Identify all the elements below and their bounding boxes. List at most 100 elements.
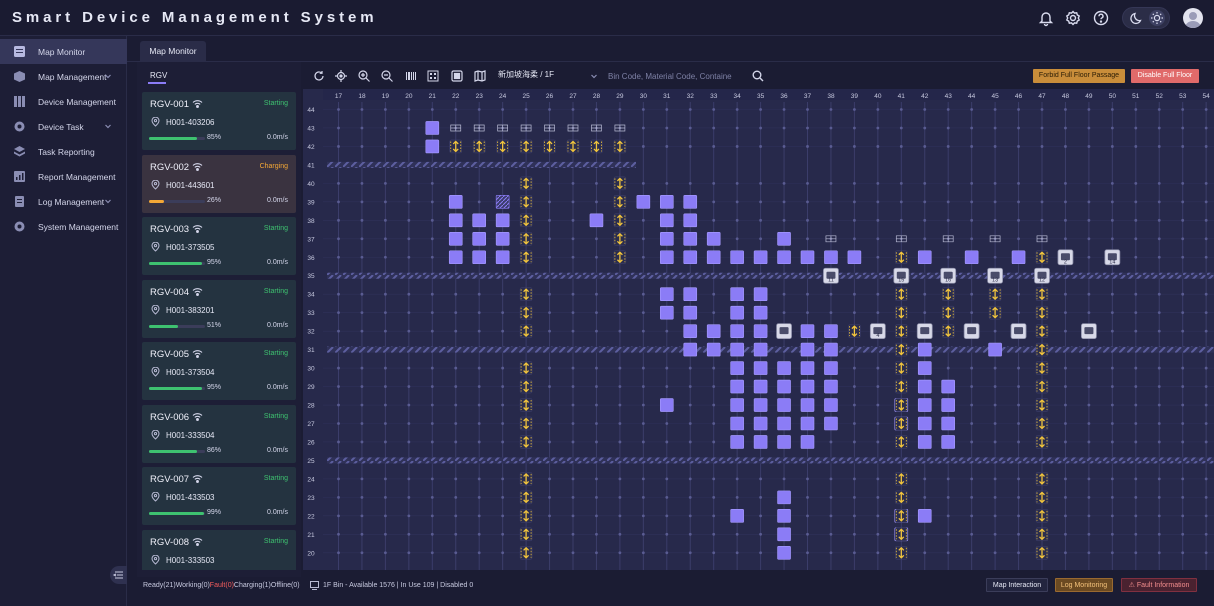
log-monitoring-button[interactable]: Log Monitoring: [1055, 578, 1113, 592]
storage-bin[interactable]: [917, 398, 932, 412]
storage-bin[interactable]: [941, 398, 956, 412]
storage-bin[interactable]: [753, 435, 768, 449]
sidebar-item-device-management[interactable]: Device Management: [0, 89, 127, 114]
storage-bin[interactable]: [448, 250, 463, 265]
storage-bin[interactable]: [1011, 250, 1026, 265]
storage-bin[interactable]: [730, 324, 744, 338]
storage-bin[interactable]: [824, 398, 838, 412]
storage-bin[interactable]: [988, 342, 1002, 357]
storage-bin[interactable]: [777, 545, 791, 560]
storage-bin[interactable]: [659, 231, 674, 246]
user-avatar[interactable]: [1183, 8, 1203, 28]
storage-bin[interactable]: [683, 231, 698, 246]
zoom-in-icon[interactable]: [358, 70, 370, 82]
storage-bin[interactable]: [683, 195, 698, 209]
storage-bin[interactable]: [706, 231, 721, 246]
storage-bin[interactable]: [753, 361, 768, 375]
disable-full-floor-button[interactable]: Disable Full Floor: [1131, 69, 1199, 83]
rgv-card[interactable]: RGV-004 Starting H001-383201 51% 0.0m/s: [142, 279, 296, 338]
qr-grid-icon[interactable]: [427, 70, 439, 82]
storage-bin[interactable]: [824, 361, 838, 375]
storage-bin[interactable]: [659, 305, 674, 320]
storage-bin[interactable]: [495, 250, 510, 265]
warehouse-map[interactable]: 17 18 19 20 21 22 23 24 25 26 27 28 29 30 31 32 33 34 35 36…: [303, 89, 1214, 570]
storage-bin[interactable]: [917, 342, 932, 357]
storage-bin[interactable]: [800, 416, 815, 431]
storage-bin[interactable]: [753, 305, 768, 320]
forbid-full-floor-passage-button[interactable]: Forbid Full Floor Passage: [1033, 69, 1125, 83]
storage-bin[interactable]: [753, 287, 768, 301]
storage-bin[interactable]: [800, 342, 815, 357]
storage-bin[interactable]: [659, 398, 674, 412]
floor-select[interactable]: 新加坡海柔 / 1F: [498, 70, 555, 79]
storage-bin[interactable]: [941, 435, 956, 449]
storage-bin[interactable]: [730, 250, 744, 265]
storage-bin[interactable]: [824, 379, 838, 394]
storage-bin[interactable]: [800, 324, 815, 338]
storage-bin[interactable]: [917, 435, 932, 449]
storage-bin[interactable]: [777, 398, 791, 412]
storage-bin[interactable]: [730, 361, 744, 375]
square-view-icon[interactable]: [451, 70, 463, 82]
storage-bin[interactable]: [659, 250, 674, 265]
storage-bin[interactable]: [777, 527, 791, 542]
storage-bin[interactable]: [753, 250, 768, 265]
storage-bin[interactable]: [472, 213, 486, 228]
rgv-card[interactable]: RGV-007 Starting H001-433503 99% 0.0m/s: [142, 467, 296, 525]
rgv-tab[interactable]: RGV: [150, 71, 168, 80]
storage-bin[interactable]: [659, 287, 674, 301]
storage-bin[interactable]: [941, 416, 956, 431]
sidebar-item-report-management[interactable]: Report Management: [0, 164, 127, 189]
barcode-icon[interactable]: [405, 70, 417, 82]
sidebar-collapse-button[interactable]: [110, 566, 127, 584]
storage-bin[interactable]: [800, 250, 815, 265]
storage-bin[interactable]: [636, 195, 651, 209]
storage-bin[interactable]: [472, 231, 486, 246]
rgv-card[interactable]: RGV-005 Starting H001-373504 95% 0.0m/s: [142, 342, 296, 400]
storage-bin[interactable]: [448, 213, 463, 228]
map-canvas[interactable]: 17 18 19 20 21 22 23 24 25 26 27 28 29 30 31 32 33 34 35 36…: [303, 89, 1214, 570]
storage-bin[interactable]: [730, 287, 744, 301]
storage-bin[interactable]: [824, 324, 838, 338]
storage-bin[interactable]: [777, 435, 791, 449]
tab-map-monitor[interactable]: Map Monitor: [140, 41, 206, 63]
storage-bin[interactable]: [448, 231, 463, 246]
storage-bin[interactable]: [917, 379, 932, 394]
storage-bin[interactable]: [800, 379, 815, 394]
storage-bin[interactable]: [425, 121, 440, 135]
rgv-card[interactable]: RGV-001 Starting H001-403206 85% 0.0m/s: [142, 92, 296, 150]
rgv-card[interactable]: RGV-002 Charging H001-443601 26% 0.0m/s: [142, 154, 296, 213]
storage-bin[interactable]: [917, 416, 932, 431]
storage-bin[interactable]: [730, 305, 744, 320]
storage-bin[interactable]: [730, 342, 744, 357]
storage-bin[interactable]: [800, 361, 815, 375]
sidebar-item-log-management[interactable]: Log Management: [0, 189, 127, 214]
sidebar-item-system-management[interactable]: System Management: [0, 214, 127, 239]
storage-bin[interactable]: [824, 250, 838, 265]
rgv-card[interactable]: RGV-006 Starting H001-333504 86% 0.0m/s: [142, 404, 296, 463]
storage-bin[interactable]: [753, 342, 768, 357]
storage-bin[interactable]: [917, 361, 932, 375]
storage-bin[interactable]: [941, 379, 956, 394]
storage-bin[interactable]: [847, 250, 862, 265]
storage-bin[interactable]: [730, 509, 744, 523]
map-interaction-button[interactable]: Map Interaction: [986, 578, 1048, 592]
storage-bin[interactable]: [777, 416, 791, 431]
storage-bin[interactable]: [964, 250, 979, 265]
locate-icon[interactable]: [335, 70, 347, 82]
storage-bin[interactable]: [495, 195, 510, 209]
storage-bin[interactable]: [730, 398, 744, 412]
storage-bin[interactable]: [683, 342, 698, 357]
fault-information-button[interactable]: ⚠ Fault Information: [1121, 578, 1197, 592]
storage-bin[interactable]: [683, 213, 698, 228]
sidebar-item-map-monitor[interactable]: Map Monitor: [0, 39, 127, 64]
storage-bin[interactable]: [706, 342, 721, 357]
storage-bin[interactable]: [800, 398, 815, 412]
storage-bin[interactable]: [425, 139, 440, 154]
storage-bin[interactable]: [706, 324, 721, 338]
storage-bin[interactable]: [777, 250, 791, 265]
theme-toggle[interactable]: [1122, 7, 1170, 29]
storage-bin[interactable]: [917, 250, 932, 265]
storage-bin[interactable]: [824, 342, 838, 357]
storage-bin[interactable]: [448, 195, 463, 209]
